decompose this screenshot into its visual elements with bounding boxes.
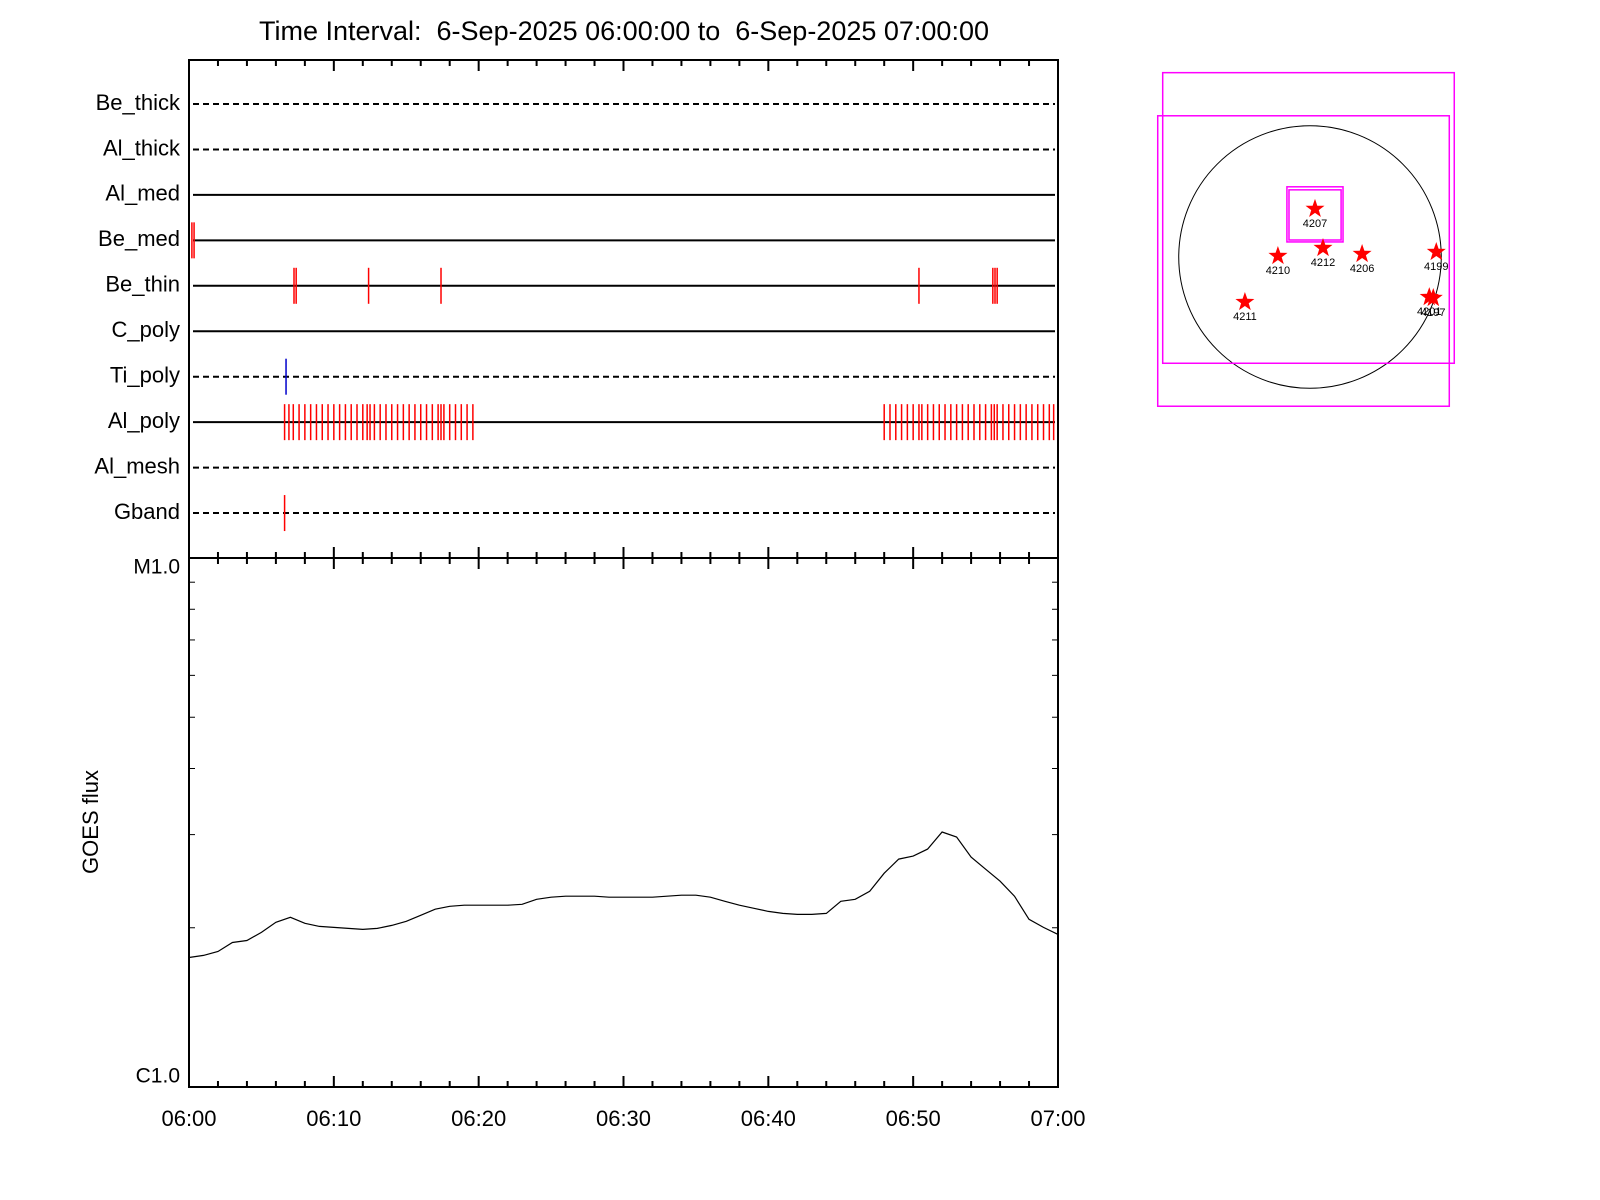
- region-label: 4206: [1350, 263, 1374, 275]
- goes-line: [188, 831, 1059, 959]
- region-label: 4197: [1421, 307, 1445, 319]
- x-tick-label: 07:00: [1030, 1106, 1085, 1131]
- y-axis-title: GOES flux: [78, 770, 103, 874]
- region-star: [1426, 242, 1446, 261]
- y-tick-label: C1.0: [136, 1065, 180, 1088]
- row-label: C_poly: [112, 317, 180, 342]
- region-label: 4211: [1233, 311, 1257, 323]
- solar-disk: [1178, 125, 1442, 389]
- fov-box: [1288, 189, 1342, 241]
- region-label: 4199: [1424, 261, 1448, 273]
- fov-box: [1156, 115, 1451, 407]
- region-star: [1419, 287, 1439, 306]
- x-tick-label: 06:20: [451, 1106, 506, 1131]
- fov-box: [1286, 186, 1344, 243]
- region-star: [1352, 244, 1372, 263]
- x-tick-label: 06:40: [741, 1106, 796, 1131]
- region-label: 4212: [1311, 257, 1335, 269]
- row-label: Be_med: [98, 226, 180, 251]
- row-label: Al_mesh: [94, 453, 180, 478]
- x-tick-label: 06:50: [886, 1106, 941, 1131]
- row-label: Gband: [114, 499, 180, 524]
- row-label: Ti_poly: [110, 363, 180, 388]
- x-tick-label: 06:00: [161, 1106, 216, 1131]
- fov-box: [1161, 71, 1456, 365]
- row-label: Al_med: [105, 181, 180, 206]
- row-label: Be_thin: [105, 272, 180, 297]
- plot-title: Time Interval: 6-Sep-2025 06:00:00 to 6-…: [259, 16, 989, 46]
- region-star: [1305, 198, 1325, 217]
- row-label: Be_thick: [96, 90, 181, 115]
- y-tick-label: M1.0: [133, 556, 180, 579]
- x-tick-label: 06:10: [306, 1106, 361, 1131]
- region-star: [1268, 246, 1288, 265]
- region-label: 4210: [1266, 265, 1290, 277]
- region-label: 4201: [1417, 306, 1441, 318]
- region-star: [1235, 292, 1255, 311]
- region-label: 4207: [1303, 218, 1327, 230]
- row-label: Al_thick: [103, 135, 181, 160]
- x-tick-label: 06:30: [596, 1106, 651, 1131]
- row-label: Al_poly: [108, 408, 180, 433]
- region-star: [1313, 238, 1333, 257]
